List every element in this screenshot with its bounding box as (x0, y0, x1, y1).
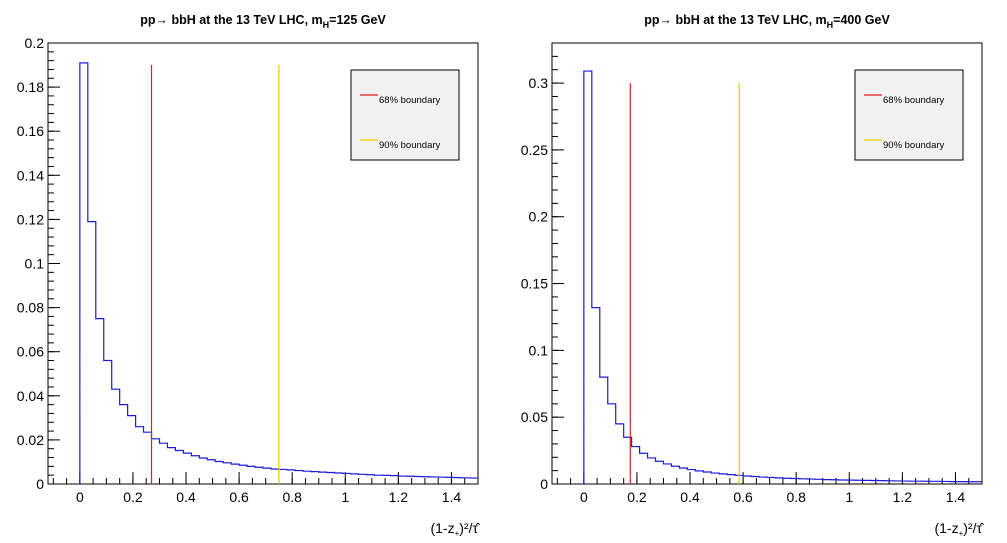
x-axis-label-main: (1-z (934, 520, 958, 536)
histogram-line (583, 70, 982, 484)
x-tick-label: 1.4 (946, 489, 966, 505)
x-axis-label-tail: )²/τ̂ (459, 520, 481, 536)
y-tick-label: 0.04 (17, 388, 44, 404)
y-tick-label: 0.2 (25, 35, 45, 51)
y-tick-label: 0.08 (17, 300, 44, 316)
x-tick-label: 0 (580, 489, 588, 505)
chart-right: pp→ bbH at the 13 TeV LHC, mH=400 GeV 0 0.… (521, 13, 985, 538)
chart-title: pp→ bbH at the 13 TeV LHC, mH=125 GeV (140, 13, 386, 30)
legend-label: 90% boundary (883, 140, 945, 151)
x-tick-label: 1 (341, 489, 349, 505)
x-tick-label: 1.4 (442, 489, 462, 505)
chart-title: pp→ bbH at the 13 TeV LHC, mH=400 GeV (644, 13, 890, 30)
chart-title-main: pp→ bbH at the 13 TeV LHC, m (644, 13, 826, 27)
x-tick-label: 0.2 (627, 489, 647, 505)
x-axis-label-subscript: + (959, 529, 964, 538)
y-tick-label: 0.12 (17, 211, 44, 227)
chart-panel-left: pp→ bbH at the 13 TeV LHC, mH=125 GeV 0 0.… (0, 0, 503, 543)
x-axis-label-main: (1-z (430, 520, 454, 536)
y-tick-label: 0.1 (25, 256, 45, 272)
x-tick-label: 0.6 (229, 489, 249, 505)
chart-left: pp→ bbH at the 13 TeV LHC, mH=125 GeV 0 0.… (17, 13, 481, 538)
y-tick-label: 0.16 (17, 123, 44, 139)
x-axis-label-subscript: + (455, 529, 460, 538)
y-tick-label: 0.2 (529, 209, 549, 225)
y-tick-label: 0.1 (529, 342, 549, 358)
y-tick-label: 0.3 (529, 75, 549, 91)
x-axis-label: (1-z+)²/τ̂ (430, 520, 481, 538)
legend: 68% boundary 90% boundary (350, 69, 460, 161)
x-tick-label: 1 (845, 489, 853, 505)
y-tick-label: 0 (36, 476, 44, 492)
x-tick-label: 1.2 (389, 489, 409, 505)
plot-frame (551, 42, 983, 485)
legend: 68% boundary 90% boundary (854, 69, 964, 161)
y-tick-label: 0.02 (17, 432, 44, 448)
y-tick-label: 0.18 (17, 79, 44, 95)
legend-label: 90% boundary (379, 140, 441, 151)
legend-label: 68% boundary (379, 95, 441, 106)
y-tick-label: 0.25 (521, 142, 548, 158)
x-tick-label: 0.4 (680, 489, 700, 505)
chart-title-main: pp→ bbH at the 13 TeV LHC, m (140, 13, 322, 27)
x-tick-label: 0.6 (733, 489, 753, 505)
chart-panel-right: pp→ bbH at the 13 TeV LHC, mH=400 GeV 0 0.… (504, 0, 1007, 543)
x-tick-label: 0.4 (176, 489, 196, 505)
legend-box (854, 69, 964, 161)
x-tick-label: 0 (76, 489, 84, 505)
chart-title-tail: =400 GeV (833, 13, 890, 27)
legend-box (350, 69, 460, 161)
y-tick-label: 0 (540, 476, 548, 492)
y-tick-label: 0.05 (521, 409, 548, 425)
legend-label: 68% boundary (883, 95, 945, 106)
chart-title-tail: =125 GeV (329, 13, 386, 27)
x-tick-label: 1.2 (893, 489, 913, 505)
x-tick-label: 0.2 (123, 489, 143, 505)
x-tick-label: 0.8 (786, 489, 806, 505)
y-tick-label: 0.14 (17, 167, 44, 183)
chart-title-subscript: H (323, 20, 330, 30)
x-axis-label: (1-z+)²/τ̂ (934, 520, 985, 538)
chart-title-subscript: H (827, 20, 834, 30)
y-tick-label: 0.15 (521, 276, 548, 292)
x-axis-label-tail: )²/τ̂ (963, 520, 985, 536)
y-tick-label: 0.06 (17, 344, 44, 360)
x-tick-label: 0.8 (282, 489, 302, 505)
